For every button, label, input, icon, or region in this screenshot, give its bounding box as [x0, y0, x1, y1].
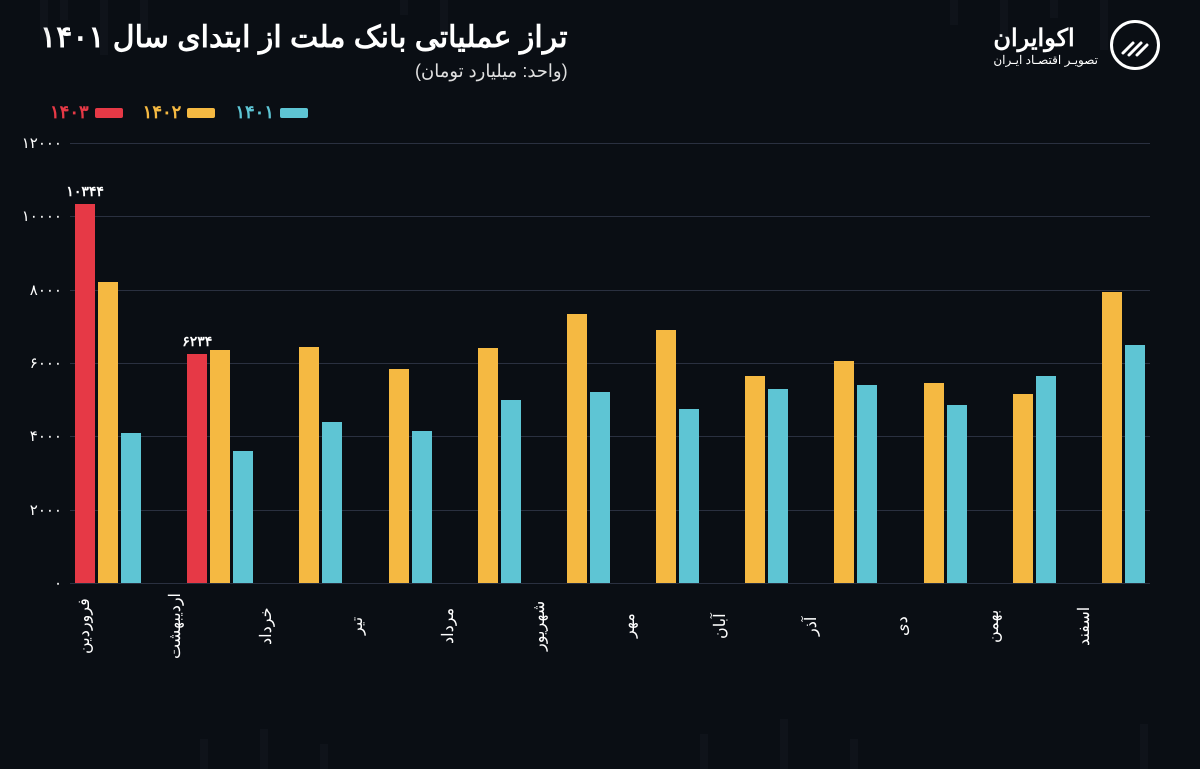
bar [947, 405, 967, 583]
month-group [1013, 376, 1056, 583]
bar-value-label: ۱۰۳۴۴ [66, 183, 104, 200]
bar [1013, 394, 1033, 583]
month-group [656, 330, 699, 583]
y-tick-label: ۰ [54, 574, 62, 592]
month-group [478, 348, 521, 583]
x-tick-label: مهر [620, 593, 690, 659]
bar [501, 400, 521, 583]
bar [567, 314, 587, 584]
x-tick-label: شهریور [530, 593, 600, 659]
bar [233, 451, 253, 583]
bar [210, 350, 230, 583]
y-tick-label: ۱۰۰۰۰ [22, 207, 62, 225]
bar [478, 348, 498, 583]
bar [857, 385, 877, 583]
x-tick-label: اسفند [1075, 593, 1145, 659]
plot: ۱۰۳۴۴ ۶۲۳۴ [70, 143, 1150, 583]
bar [834, 361, 854, 583]
bar: ۶۲۳۴ [187, 354, 207, 583]
chart-area: ۰۲۰۰۰۴۰۰۰۶۰۰۰۸۰۰۰۱۰۰۰۰۱۲۰۰۰ ۱۰۳۴۴۶۲۳۴ فر… [70, 143, 1150, 583]
y-tick-label: ۶۰۰۰ [30, 354, 62, 372]
month-group [299, 347, 342, 584]
month-group: ۱۰۳۴۴ [75, 204, 141, 583]
bar [679, 409, 699, 583]
bar [98, 282, 118, 583]
bar [768, 389, 788, 583]
month-group [834, 361, 877, 583]
y-tick-label: ۸۰۰۰ [30, 281, 62, 299]
x-tick-label: آذر [802, 593, 872, 659]
x-tick-label: بهمن [984, 593, 1054, 659]
month-group [745, 376, 788, 583]
bar [389, 369, 409, 584]
x-tick-label: آبان [711, 593, 781, 659]
month-group [389, 369, 432, 584]
x-axis-labels: فروردین اردیبهشت خرداد تیر مرداد شهریور مهر آبا… [70, 583, 1150, 659]
bar [745, 376, 765, 583]
x-tick-label: دی [893, 593, 963, 659]
bar [1125, 345, 1145, 583]
x-tick-label: خرداد [257, 593, 327, 659]
bar: ۱۰۳۴۴ [75, 204, 95, 583]
month-group: ۶۲۳۴ [187, 350, 253, 583]
y-tick-label: ۴۰۰۰ [30, 427, 62, 445]
y-axis: ۰۲۰۰۰۴۰۰۰۶۰۰۰۸۰۰۰۱۰۰۰۰۱۲۰۰۰ [10, 143, 70, 583]
bar [1102, 292, 1122, 584]
bar [322, 422, 342, 583]
bar [656, 330, 676, 583]
month-group [567, 314, 610, 584]
bar [121, 433, 141, 583]
bar-value-label: ۶۲۳۴ [182, 333, 212, 350]
y-tick-label: ۱۲۰۰۰ [22, 134, 62, 152]
bar [412, 431, 432, 583]
x-tick-label: تیر [348, 593, 418, 659]
month-group [1102, 292, 1145, 584]
month-group [924, 383, 967, 583]
bar [299, 347, 319, 584]
bar [590, 392, 610, 583]
x-tick-label: فروردین [75, 593, 145, 659]
x-tick-label: مرداد [439, 593, 509, 659]
bar [1036, 376, 1056, 583]
x-tick-label: اردیبهشت [166, 593, 236, 659]
bar [924, 383, 944, 583]
y-tick-label: ۲۰۰۰ [30, 501, 62, 519]
